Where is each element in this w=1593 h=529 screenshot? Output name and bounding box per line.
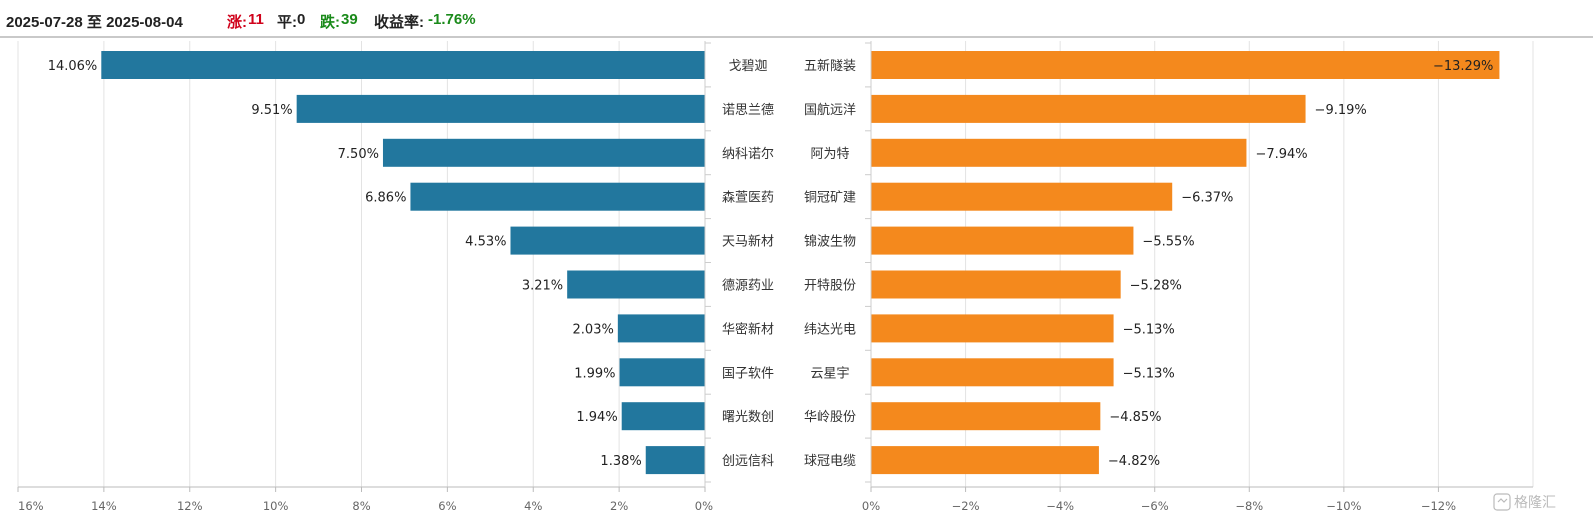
gainers-axis-tick-label: 12% [177, 499, 203, 513]
gainers-axis-tick-label: 4% [524, 499, 542, 513]
watermark: 格隆汇 [1493, 493, 1556, 511]
loser-bar [871, 138, 1247, 167]
loser-bar [871, 402, 1101, 431]
flat-count: 0 [297, 11, 306, 28]
loser-value-label: −6.37% [1181, 191, 1233, 206]
gainer-value-label: 4.53% [465, 235, 506, 250]
gainer-value-label: 14.06% [48, 59, 98, 74]
loser-value-label: −5.55% [1142, 235, 1194, 250]
down-count: 39 [341, 11, 358, 28]
loser-value-label: −5.13% [1123, 322, 1175, 337]
gainer-bar [382, 138, 705, 167]
loser-name-label: 开特股份 [804, 279, 856, 294]
date-range: 2025-07-28 至 2025-08-04 [6, 14, 183, 31]
gainer-name-label: 创远信科 [722, 454, 774, 469]
gainer-name-label: 诺思兰德 [722, 103, 774, 118]
down-label: 跌: [320, 14, 340, 31]
losers-axis-tick-label: −10% [1326, 499, 1361, 513]
gainer-name-label: 纳科诺尔 [722, 147, 774, 162]
return-label: 收益率: [374, 14, 424, 31]
losers-axis-tick-label: 0% [862, 499, 880, 513]
gainer-bar [296, 94, 705, 123]
gainer-bar [410, 182, 705, 211]
gainers-axis-tick-label: 2% [610, 499, 628, 513]
loser-value-label: −5.13% [1123, 366, 1175, 381]
gainers-axis-tick-label: 16% [18, 499, 44, 513]
gainers-axis-tick-label: 0% [695, 499, 713, 513]
gainer-value-label: 1.99% [574, 366, 615, 381]
up-count: 11 [248, 11, 264, 28]
loser-bar [871, 270, 1121, 299]
losers-axis-tick-label: −12% [1421, 499, 1456, 513]
gainer-name-label: 天马新材 [722, 234, 774, 250]
gainers-axis-tick-label: 6% [438, 499, 456, 513]
loser-bar [871, 446, 1099, 475]
loser-name-label: 纬达光电 [804, 322, 856, 337]
loser-value-label: −9.19% [1315, 103, 1367, 118]
gainer-value-label: 7.50% [338, 147, 379, 162]
loser-name-label: 国航远洋 [804, 102, 856, 118]
gainer-value-label: 6.86% [365, 191, 406, 206]
summary-header: 2025-07-28 至 2025-08-04 涨: 11 平: 0 跌: 39… [0, 0, 1593, 38]
flat-label: 平: [277, 14, 297, 31]
gainer-bar [101, 51, 705, 79]
gainers-losers-chart: 14.06% 戈碧迦 9.51% 诺思兰德 7.50% 纳科诺尔 6.86% 森萱医药 4.53… [17, 41, 1556, 513]
watermark-text: 格隆汇 [1514, 495, 1556, 511]
loser-bar [871, 314, 1114, 343]
loser-name-label: 球冠电缆 [804, 453, 856, 469]
gainer-bar [621, 402, 705, 431]
gainer-bar [619, 358, 705, 387]
gainer-bar [645, 446, 705, 475]
gainer-name-label: 曙光数创 [722, 410, 774, 425]
loser-value-label: −7.94% [1255, 147, 1307, 162]
loser-bar [871, 358, 1114, 387]
gainer-name-label: 国子软件 [722, 366, 774, 381]
losers-axis-tick-label: −2% [952, 499, 980, 513]
gainers-axis-tick-label: 10% [263, 499, 289, 513]
gainer-name-label: 森萱医药 [722, 191, 774, 206]
loser-name-label: 华岭股份 [804, 410, 856, 425]
loser-name-label: 铜冠矿建 [804, 191, 856, 206]
gainer-name-label: 华密新材 [722, 321, 774, 337]
loser-value-label: −13.29% [1433, 59, 1493, 74]
loser-name-label: 五新隧装 [804, 58, 856, 74]
gainer-name-label: 戈碧迦 [728, 59, 767, 74]
gainer-value-label: 9.51% [251, 103, 292, 118]
gainer-bar [617, 314, 705, 343]
gainer-value-label: 2.03% [573, 322, 614, 337]
loser-value-label: −5.28% [1130, 279, 1182, 294]
losers-axis-tick-label: −8% [1235, 499, 1263, 513]
gainer-value-label: 1.38% [600, 454, 641, 469]
loser-bar [871, 94, 1306, 123]
gainers-axis-tick-label: 8% [352, 499, 370, 513]
gainer-bar [567, 270, 705, 299]
loser-bar [871, 51, 1500, 79]
loser-value-label: −4.82% [1108, 454, 1160, 469]
loser-bar [871, 226, 1134, 255]
losers-axis-tick-label: −4% [1046, 499, 1074, 513]
gainer-value-label: 3.21% [522, 279, 563, 294]
loser-value-label: −4.85% [1109, 410, 1161, 425]
losers-axis-tick-label: −6% [1141, 499, 1169, 513]
loser-name-label: 云星宇 [810, 366, 849, 381]
loser-name-label: 阿为特 [810, 147, 849, 162]
gainers-axis-tick-label: 14% [91, 499, 117, 513]
gainer-name-label: 德源药业 [722, 279, 774, 294]
up-label: 涨: [227, 14, 247, 31]
loser-name-label: 锦波生物 [804, 235, 856, 250]
gainer-bar [510, 226, 705, 255]
loser-bar [871, 182, 1173, 211]
gainer-value-label: 1.94% [576, 410, 617, 425]
return-value: -1.76% [428, 11, 476, 28]
